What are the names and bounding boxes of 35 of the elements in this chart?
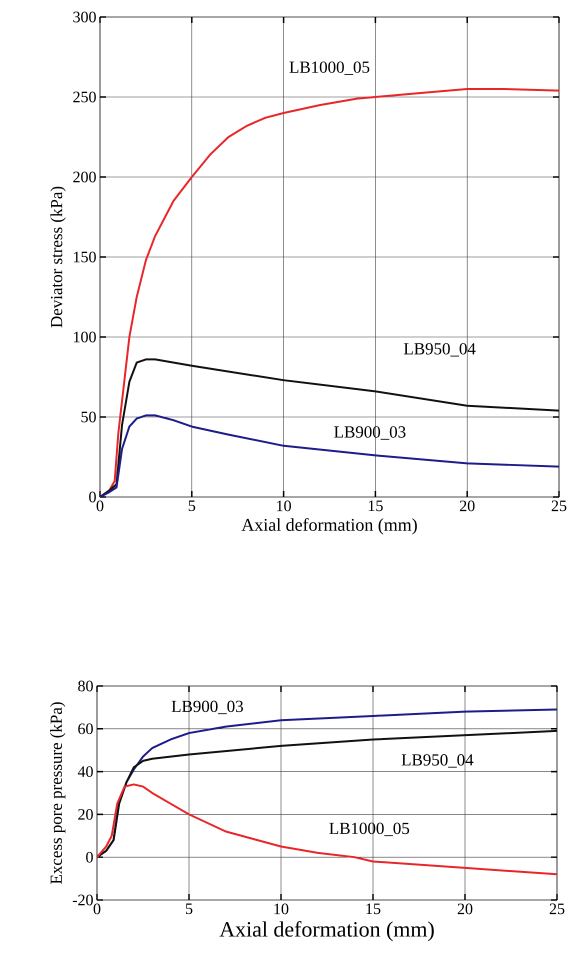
x-tick-label: 25 (550, 904, 564, 914)
x-tick-label: 25 (552, 500, 566, 512)
series-label: LB900_03 (172, 700, 243, 714)
y-tick-label: 20 (78, 809, 93, 820)
y-tick-label: 300 (73, 12, 96, 22)
line-series (97, 783, 557, 876)
x-tick-label: 0 (96, 500, 104, 512)
y-tick-label: 200 (73, 172, 96, 182)
y-tick-label: 0 (89, 492, 96, 502)
x-tick-label: 5 (186, 904, 192, 914)
x-axis-title: Axial deformation (mm) (242, 518, 417, 535)
line-series (100, 414, 559, 497)
line-series (100, 358, 559, 497)
series-label: LB1000_05 (290, 61, 370, 75)
y-tick-label: 100 (74, 332, 96, 342)
x-axis-title: Axial deformation (mm) (219, 921, 434, 942)
x-tick-label: 10 (277, 500, 291, 512)
series-label: LB950_04 (402, 754, 474, 768)
y-tick-label: 250 (73, 92, 96, 102)
y-tick-label: 0 (86, 852, 93, 863)
x-tick-label: 15 (366, 904, 380, 914)
y-tick-label: 60 (78, 723, 93, 734)
y-tick-label: -20 (72, 894, 93, 906)
x-tick-label: 20 (458, 904, 472, 914)
series-label: LB1000_05 (329, 822, 410, 836)
x-tick-label: 5 (188, 500, 196, 512)
x-tick-label: 15 (368, 500, 383, 512)
x-tick-label: 20 (460, 500, 475, 512)
x-tick-label: 10 (274, 904, 288, 914)
y-tick-label: 40 (78, 766, 93, 777)
y-tick-label: 50 (81, 412, 96, 422)
y-tick-label: 80 (78, 680, 93, 692)
y-axis-title: Excess pore pressure (kPa) (50, 702, 66, 884)
y-axis-title: Deviator stress (kPa) (50, 186, 66, 328)
y-tick-label: 150 (74, 252, 96, 262)
